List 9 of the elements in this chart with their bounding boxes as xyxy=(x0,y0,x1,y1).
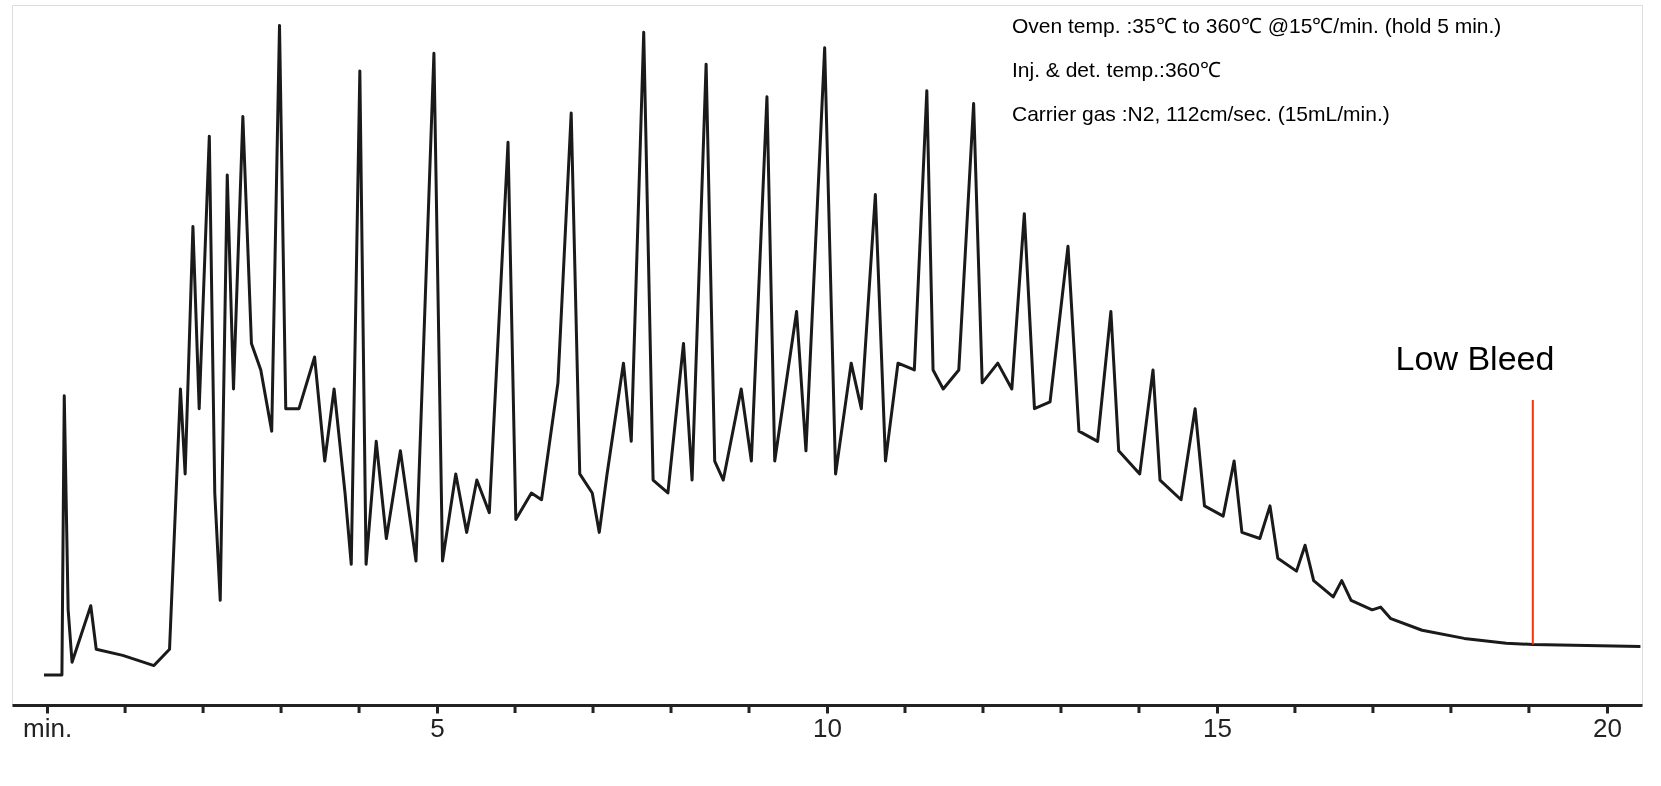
annotation: Inj. & det. temp.:360℃ xyxy=(1012,58,1221,81)
annotation: Carrier gas :N2, 112cm/sec. (15mL/min.) xyxy=(1012,102,1390,125)
annotation: Low Bleed xyxy=(1395,339,1555,377)
x-tick-label: 5 xyxy=(430,712,445,743)
x-tick-label: 20 xyxy=(1592,712,1622,743)
x-tick-label: 15 xyxy=(1202,712,1232,743)
annotation: Oven temp. :35℃ to 360℃ @15℃/min. (hold 5 min.) xyxy=(1012,14,1502,37)
x-tick-label: min. xyxy=(23,712,73,743)
x-tick-label: 10 xyxy=(813,712,842,743)
